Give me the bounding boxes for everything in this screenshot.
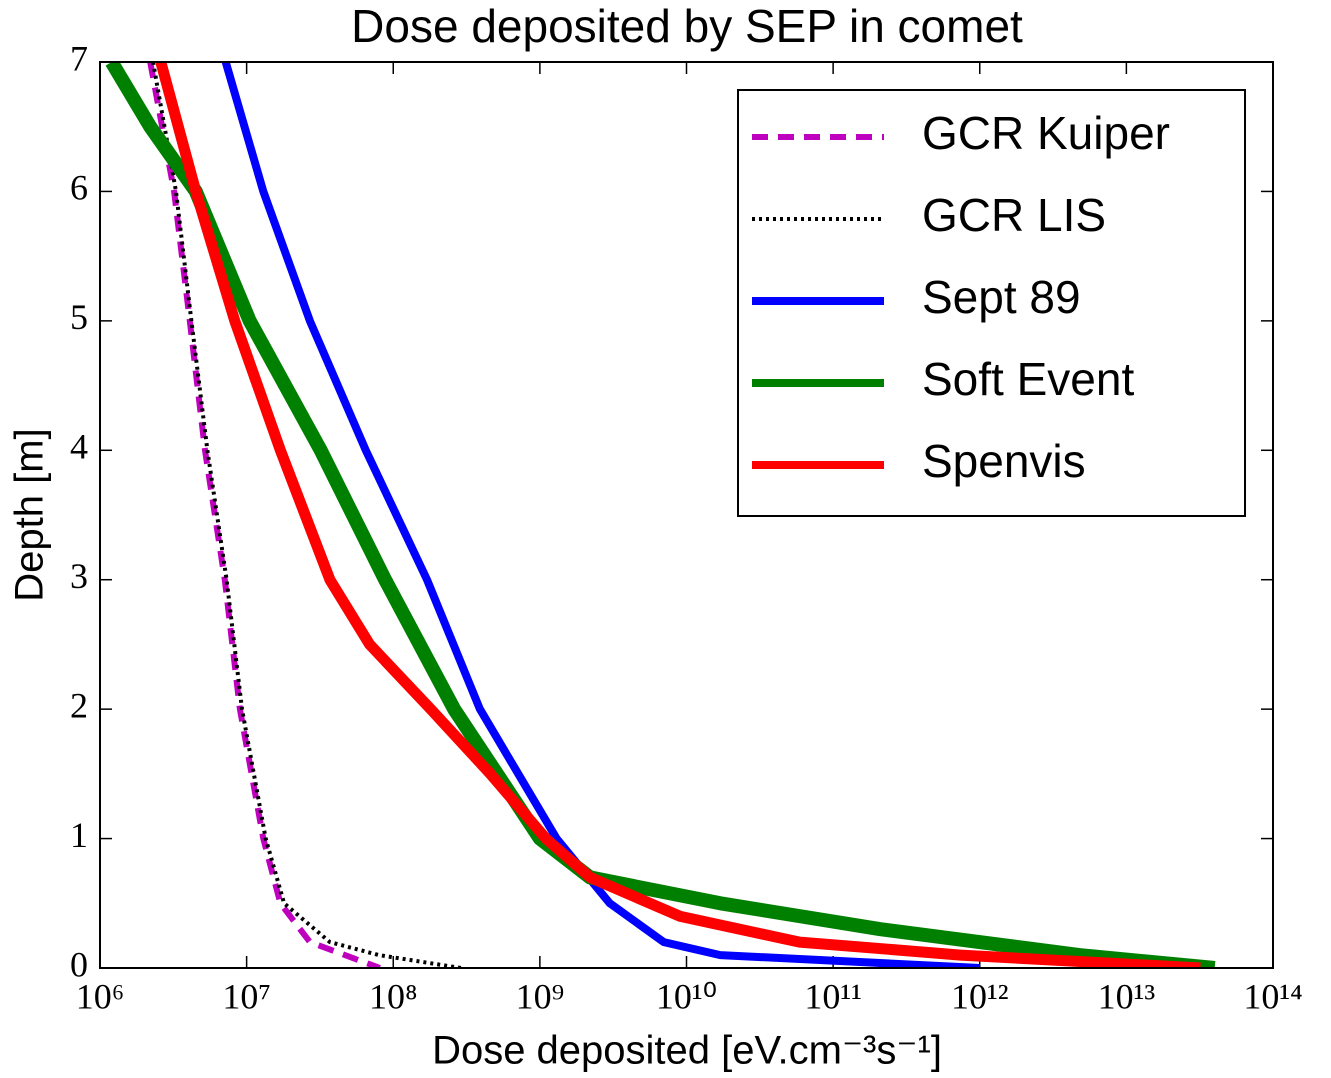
legend-label: GCR Kuiper: [922, 107, 1170, 159]
series-line: [155, 62, 1201, 968]
legend-label: GCR LIS: [922, 189, 1106, 241]
legend-label: Spenvis: [922, 435, 1086, 487]
series-line: [151, 62, 462, 968]
x-tick-label: 10¹³: [1098, 976, 1156, 1016]
x-axis-label: Dose deposited [eV.cm⁻³s⁻¹]: [432, 1029, 942, 1073]
x-tick-label: 10¹⁴: [1243, 976, 1302, 1016]
y-tick-label: 6: [70, 168, 88, 208]
x-tick-label: 10¹¹: [804, 976, 862, 1016]
x-tick-label: 10⁷: [222, 976, 271, 1016]
series-line: [221, 62, 980, 968]
x-tick-label: 10⁶: [76, 976, 125, 1016]
y-tick-label: 2: [70, 685, 88, 725]
x-tick-label: 10⁹: [516, 976, 565, 1016]
y-tick-label: 7: [70, 38, 88, 78]
legend-label: Soft Event: [922, 353, 1134, 405]
plot-frame: [99, 61, 1274, 969]
chart-title: Dose deposited by SEP in comet: [351, 0, 1023, 52]
y-tick-label: 4: [70, 427, 88, 467]
legend-label: Sept 89: [922, 271, 1081, 323]
y-tick-label: 3: [70, 556, 88, 596]
y-tick-label: 0: [70, 944, 88, 984]
x-tick-label: 10¹⁰: [656, 976, 717, 1016]
y-tick-label: 5: [70, 297, 88, 337]
x-tick-label: 10⁸: [369, 976, 418, 1016]
x-tick-label: 10¹²: [951, 976, 1009, 1016]
y-tick-label: 1: [70, 815, 88, 855]
y-axis-label: Depth [m]: [8, 428, 52, 601]
